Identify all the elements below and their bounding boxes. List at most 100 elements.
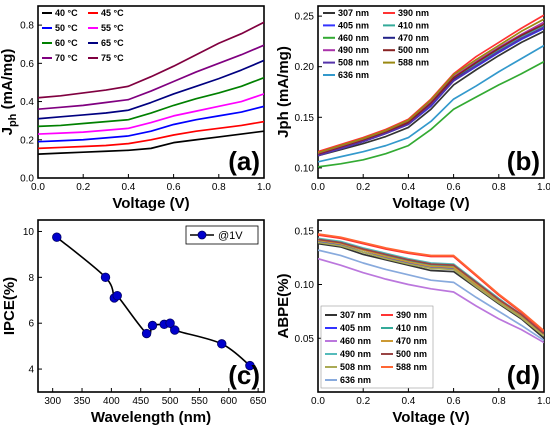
series-line-508-nm	[318, 241, 544, 337]
x-axis-label: Wavelength (nm)	[91, 409, 211, 426]
series-line-588-nm	[318, 233, 544, 332]
legend-label: 390 nm	[398, 8, 429, 18]
legend: 307 nm 390 nm 405 nm 410 nm 460 nm 470 nm 490 …	[323, 8, 429, 80]
legend-label: 470 nm	[398, 33, 429, 43]
panel-label: (a)	[228, 146, 260, 176]
legend-label: 390 nm	[396, 310, 427, 320]
legend-label: 470 nm	[396, 336, 427, 346]
ipce-point	[165, 318, 175, 328]
ipce-point	[245, 360, 255, 371]
x-tick-label: 0.2	[356, 396, 370, 407]
y-axis-label-main: J	[0, 127, 16, 135]
panel-a: 0.0 0.2 0.4 0.6 0.8 1.0 0.0 0.2 0.4 0.6 0.8 Voltage…	[0, 5, 271, 212]
panel-d: 0.0 0.2 0.4 0.6 0.8 1.0 0.05 0.10 0.15 Voltage (V…	[275, 219, 550, 426]
y-axis-label: Jph (mA/mg)	[275, 46, 292, 138]
x-tick-label: 0.2	[76, 182, 90, 193]
ipce-point	[100, 272, 111, 283]
legend-label: @1V	[218, 230, 243, 242]
ipce-point	[217, 339, 227, 349]
y-axis-label-rest: (mA/mg)	[0, 49, 16, 114]
series-line-60-C	[38, 76, 264, 128]
legend-label: 65 °C	[101, 38, 124, 48]
y-tick-label: 0.05	[295, 334, 315, 345]
legend-label: 460 nm	[340, 336, 371, 346]
legend-label: 500 nm	[398, 45, 429, 55]
panel-label: (c)	[228, 360, 260, 390]
x-tick-label: 450	[132, 396, 149, 407]
x-tick-label: 0.8	[492, 182, 506, 193]
y-tick-label: 0.8	[20, 21, 34, 32]
plot-frame	[37, 219, 265, 393]
ipce-point	[112, 290, 122, 301]
x-tick-label: 0.2	[356, 182, 370, 193]
legend-label: 410 nm	[398, 20, 429, 30]
legend-label: 636 nm	[338, 70, 369, 80]
legend: 40 °C 45 °C 50 °C 55 °C 60 °C 65 °C 70 °C 75 °C	[42, 8, 124, 63]
y-axis-label: ABPE(%)	[275, 273, 292, 338]
legend: 307 nm 390 nm 405 nm 410 nm 460 nm 470 nm 490 …	[320, 305, 434, 389]
x-tick-label: 0.6	[447, 182, 461, 193]
legend-label: 500 nm	[396, 349, 427, 359]
x-tick-label: 0.4	[401, 396, 415, 407]
series-line-55-C	[38, 93, 264, 135]
x-tick-label: 0.8	[492, 396, 506, 407]
x-tick-label: 600	[220, 396, 237, 407]
y-axis-label-main: Jph	[275, 111, 292, 138]
legend-label: 588 nm	[398, 58, 429, 68]
series-line-636-nm	[318, 249, 544, 342]
series-line-50-C	[38, 105, 264, 143]
legend-label: 410 nm	[396, 323, 427, 333]
legend-swatch-marker	[197, 230, 207, 240]
x-tick-label: 0.4	[401, 182, 415, 193]
legend-label: 307 nm	[338, 8, 369, 18]
x-tick-label: 500	[162, 396, 179, 407]
legend: @1V	[185, 225, 259, 245]
series-line-508-nm	[318, 26, 544, 157]
ipce-point	[141, 328, 152, 339]
y-tick-label: 0.25	[295, 12, 315, 23]
series-line-307-nm	[318, 242, 544, 339]
y-axis-label-rest: (mA/mg)	[275, 46, 292, 111]
series-line-70-C	[38, 44, 264, 111]
x-axis-label: Voltage (V)	[392, 195, 469, 212]
y-tick-label: 0.0	[20, 174, 34, 185]
x-tick-label: 1.0	[537, 396, 550, 407]
plot-frame	[317, 219, 545, 393]
x-tick-label: 300	[44, 396, 61, 407]
legend-label: 40 °C	[55, 8, 78, 18]
x-tick-label: 0.0	[311, 182, 325, 193]
x-tick-label: 650	[250, 396, 267, 407]
x-tick-label: 1.0	[537, 182, 550, 193]
x-tick-label: 0.8	[212, 182, 226, 193]
y-tick-label: 8	[28, 273, 34, 284]
legend-label: 508 nm	[340, 362, 371, 372]
y-tick-label: 0.15	[295, 226, 315, 237]
x-tick-label: 350	[74, 396, 91, 407]
y-tick-label: 0.10	[295, 163, 315, 174]
legend-label: 588 nm	[396, 362, 427, 372]
legend-label: 460 nm	[338, 33, 369, 43]
series-line-636-nm	[318, 44, 544, 163]
x-axis-label: Voltage (V)	[392, 409, 469, 426]
y-tick-label: 0.2	[20, 135, 34, 146]
y-tick-label: 0.10	[295, 280, 315, 291]
series-line-588-nm	[318, 18, 544, 154]
legend-label: 490 nm	[340, 349, 371, 359]
series-line-500-nm	[318, 23, 544, 156]
plot-frame	[37, 5, 265, 179]
x-tick-label: 0.4	[121, 182, 135, 193]
series-group	[318, 14, 544, 168]
y-tick-label: 6	[28, 319, 34, 330]
series-group	[38, 21, 264, 155]
panel-label: (d)	[507, 360, 540, 390]
legend-label: 55 °C	[101, 23, 124, 33]
y-tick-label: 0.20	[295, 62, 315, 73]
y-tick-label: 0.4	[20, 97, 34, 108]
series-line-500-nm	[318, 238, 544, 335]
ipce-point	[170, 325, 180, 335]
series-line-40-C	[38, 130, 264, 155]
y-axis-label: IPCE(%)	[1, 277, 18, 335]
legend-label: 636 nm	[340, 375, 371, 385]
x-tick-label: 400	[103, 396, 120, 407]
